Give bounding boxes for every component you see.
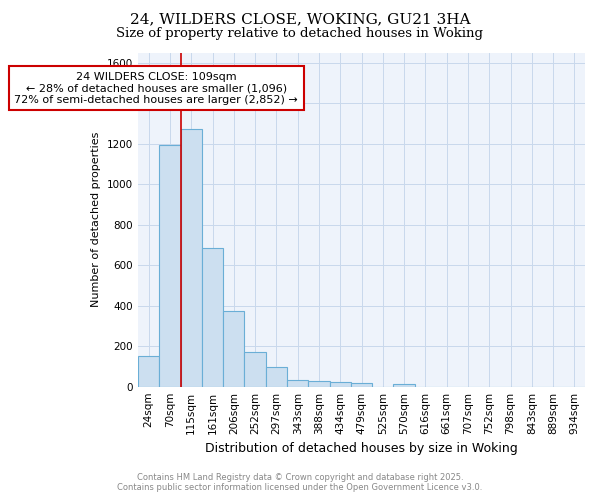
Text: Size of property relative to detached houses in Woking: Size of property relative to detached ho… xyxy=(116,28,484,40)
Text: 24, WILDERS CLOSE, WOKING, GU21 3HA: 24, WILDERS CLOSE, WOKING, GU21 3HA xyxy=(130,12,470,26)
X-axis label: Distribution of detached houses by size in Woking: Distribution of detached houses by size … xyxy=(205,442,518,455)
Bar xyxy=(160,144,181,386)
Text: 24 WILDERS CLOSE: 109sqm
← 28% of detached houses are smaller (1,096)
72% of sem: 24 WILDERS CLOSE: 109sqm ← 28% of detach… xyxy=(14,72,298,105)
Bar xyxy=(244,352,266,386)
Bar xyxy=(308,380,329,386)
Bar xyxy=(287,380,308,386)
Bar xyxy=(223,310,244,386)
Bar xyxy=(266,368,287,386)
Bar xyxy=(329,382,351,386)
Bar xyxy=(202,248,223,386)
Y-axis label: Number of detached properties: Number of detached properties xyxy=(91,132,101,308)
Bar xyxy=(138,356,160,386)
Bar xyxy=(394,384,415,386)
Text: Contains HM Land Registry data © Crown copyright and database right 2025.
Contai: Contains HM Land Registry data © Crown c… xyxy=(118,473,482,492)
Bar xyxy=(181,130,202,386)
Bar xyxy=(351,382,372,386)
